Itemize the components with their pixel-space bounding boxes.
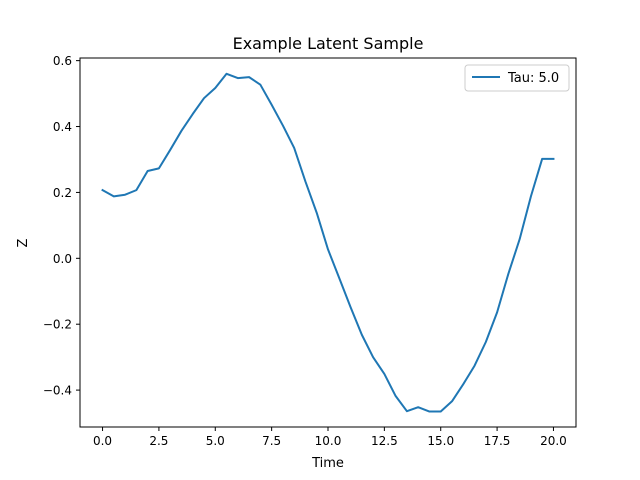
chart-title: Example Latent Sample <box>233 34 424 53</box>
x-tick-label: 17.5 <box>484 434 511 448</box>
x-tick-label: 5.0 <box>206 434 225 448</box>
y-tick-label: 0.4 <box>53 120 72 134</box>
y-tick-label: 0.2 <box>53 186 72 200</box>
y-tick-label: 0.6 <box>53 54 72 68</box>
y-tick-label: 0.0 <box>53 252 72 266</box>
x-tick-label: 20.0 <box>540 434 567 448</box>
legend: Tau: 5.0 <box>465 65 569 91</box>
x-tick-label: 0.0 <box>93 434 112 448</box>
x-tick-label: 15.0 <box>427 434 454 448</box>
x-tick-label: 10.0 <box>315 434 342 448</box>
x-tick-label: 12.5 <box>371 434 398 448</box>
y-tick-label: −0.4 <box>43 384 72 398</box>
legend-label: Tau: 5.0 <box>507 71 559 86</box>
x-tick-label: 2.5 <box>149 434 168 448</box>
x-axis-label: Time <box>311 456 344 471</box>
y-tick-label: −0.2 <box>43 318 72 332</box>
y-axis-label: Z <box>16 238 31 247</box>
x-tick-label: 7.5 <box>262 434 281 448</box>
